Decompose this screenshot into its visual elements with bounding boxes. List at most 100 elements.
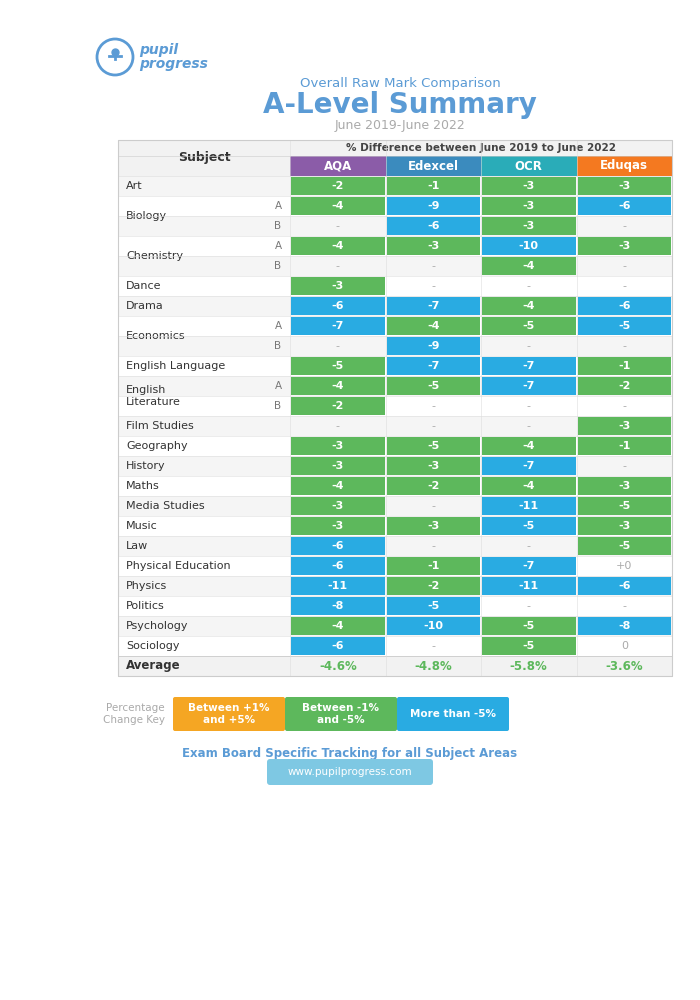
Text: Between +1%
and +5%: Between +1% and +5% — [188, 703, 270, 725]
Text: -6: -6 — [427, 221, 440, 231]
Bar — [118, 416, 672, 436]
Text: -1: -1 — [618, 441, 631, 451]
Bar — [291, 497, 384, 515]
Bar — [386, 237, 480, 255]
Bar — [291, 477, 384, 495]
Text: -9: -9 — [427, 341, 440, 351]
Bar — [386, 617, 480, 635]
Text: -5: -5 — [427, 381, 440, 391]
Bar — [386, 217, 480, 235]
Text: Average: Average — [126, 660, 181, 672]
Text: -11: -11 — [328, 581, 348, 591]
Bar — [118, 396, 672, 416]
Bar — [578, 377, 671, 395]
Text: -3: -3 — [523, 181, 535, 191]
Bar — [291, 397, 384, 415]
Bar — [482, 557, 575, 575]
FancyBboxPatch shape — [173, 697, 285, 731]
Text: -2: -2 — [427, 581, 440, 591]
Bar — [482, 297, 575, 315]
Bar — [482, 497, 575, 515]
Bar — [118, 196, 672, 216]
Bar — [118, 236, 672, 256]
Text: English Language: English Language — [126, 361, 225, 371]
Text: -6: -6 — [332, 641, 344, 651]
Text: -3: -3 — [332, 521, 344, 531]
Text: pupil: pupil — [139, 43, 178, 57]
Text: -4: -4 — [332, 621, 344, 631]
Text: Physics: Physics — [126, 581, 167, 591]
Bar — [291, 617, 384, 635]
Bar — [482, 317, 575, 335]
FancyBboxPatch shape — [397, 697, 509, 731]
Text: OCR: OCR — [514, 159, 542, 172]
Text: -8: -8 — [618, 621, 631, 631]
Text: -3: -3 — [618, 181, 631, 191]
Bar — [482, 217, 575, 235]
Bar — [578, 517, 671, 535]
Bar — [118, 596, 672, 616]
Text: -6: -6 — [332, 541, 344, 551]
Bar — [386, 437, 480, 455]
Text: -2: -2 — [427, 481, 440, 491]
Bar — [291, 457, 384, 475]
Bar — [118, 256, 672, 276]
Text: -: - — [336, 421, 340, 431]
Text: -7: -7 — [523, 461, 535, 471]
Bar — [578, 577, 671, 595]
Text: -3: -3 — [618, 241, 631, 251]
Text: -3: -3 — [427, 241, 440, 251]
Bar — [578, 317, 671, 335]
Text: Chemistry: Chemistry — [126, 251, 183, 261]
Text: -: - — [622, 221, 626, 231]
Text: More than -5%: More than -5% — [410, 709, 496, 719]
Bar — [291, 637, 384, 655]
Text: -7: -7 — [523, 561, 535, 571]
Bar — [118, 296, 672, 316]
Bar — [291, 357, 384, 375]
Text: Dance: Dance — [126, 281, 162, 291]
Text: -: - — [336, 261, 340, 271]
Text: -3.6%: -3.6% — [606, 660, 643, 672]
Text: -3: -3 — [332, 281, 344, 291]
Bar — [482, 197, 575, 215]
Text: progress: progress — [139, 57, 208, 71]
Text: -5: -5 — [523, 321, 535, 331]
Bar — [578, 297, 671, 315]
Bar — [386, 457, 480, 475]
Text: Eduqas: Eduqas — [601, 159, 648, 172]
Bar — [118, 436, 672, 456]
Text: -5: -5 — [523, 641, 535, 651]
Bar — [386, 557, 480, 575]
Text: -2: -2 — [332, 181, 344, 191]
Text: -7: -7 — [332, 321, 344, 331]
Text: 0: 0 — [621, 641, 628, 651]
Bar — [481, 156, 577, 176]
Text: -3: -3 — [332, 441, 344, 451]
Text: -3: -3 — [332, 461, 344, 471]
Text: -5: -5 — [523, 621, 535, 631]
Bar — [290, 140, 672, 156]
Text: -: - — [526, 601, 531, 611]
Bar — [118, 276, 672, 296]
Text: -3: -3 — [427, 521, 440, 531]
Text: -6: -6 — [618, 581, 631, 591]
Text: -: - — [622, 601, 626, 611]
Text: -: - — [622, 341, 626, 351]
Text: -3: -3 — [618, 421, 631, 431]
Text: Sociology: Sociology — [126, 641, 179, 651]
Bar — [291, 297, 384, 315]
Bar — [482, 437, 575, 455]
Text: -1: -1 — [427, 181, 440, 191]
Text: Physical Education: Physical Education — [126, 561, 230, 571]
Text: -: - — [526, 341, 531, 351]
Bar — [291, 317, 384, 335]
Text: -6: -6 — [332, 301, 344, 311]
Text: A: A — [274, 321, 281, 331]
Bar — [578, 237, 671, 255]
Text: -10: -10 — [519, 241, 539, 251]
Text: -: - — [336, 221, 340, 231]
Bar — [118, 636, 672, 656]
Text: Law: Law — [126, 541, 148, 551]
Bar — [118, 316, 672, 336]
